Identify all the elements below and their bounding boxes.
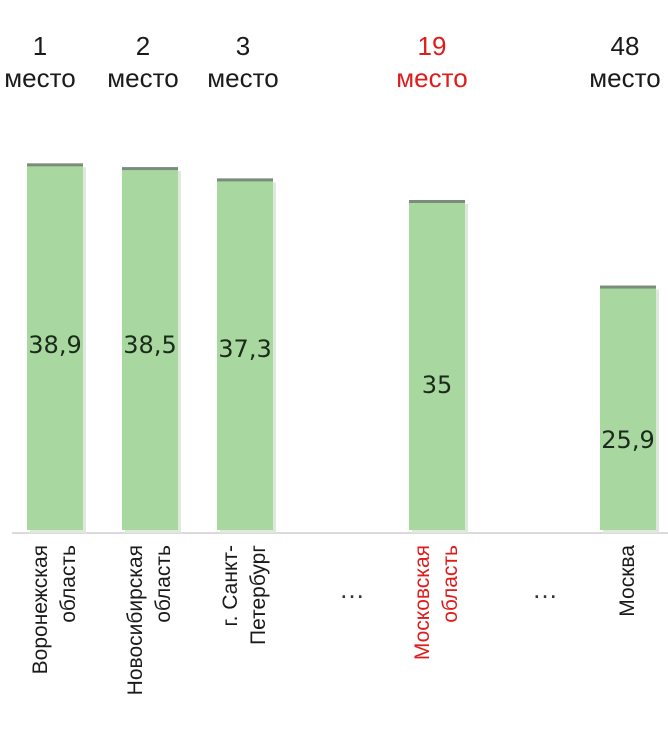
category-label: Петербург [247, 545, 270, 645]
category-label: Московская [411, 545, 434, 660]
rank-number: 1 [33, 31, 47, 61]
bar-top-edge [27, 163, 83, 167]
bar-top-edge [217, 178, 273, 182]
rank-word: место [396, 63, 467, 93]
rank-word: место [207, 63, 278, 93]
data-label: 37,3 [218, 335, 271, 363]
data-label: 35 [422, 371, 453, 399]
category-label: область [57, 545, 80, 623]
rank-number: 3 [236, 31, 250, 61]
rank-word: место [4, 63, 75, 93]
category-label: Москва [616, 545, 639, 617]
rank-number: 48 [611, 31, 640, 61]
bar [409, 201, 465, 530]
rank-number: 19 [418, 31, 447, 61]
bar [27, 164, 83, 530]
category-label: область [439, 545, 462, 623]
bar [217, 179, 273, 530]
data-label: 38,9 [28, 331, 81, 359]
rank-word: место [107, 63, 178, 93]
gap-marker: … [532, 574, 558, 604]
data-label: 38,5 [123, 331, 176, 359]
category-label: область [152, 545, 175, 623]
gap-marker: … [339, 574, 365, 604]
rank-number: 2 [136, 31, 150, 61]
category-label: г. Санкт- [219, 545, 242, 626]
bar-top-edge [122, 167, 178, 171]
rank-word: место [589, 63, 660, 93]
bar [600, 286, 656, 530]
bar [122, 168, 178, 530]
data-label: 25,9 [601, 426, 654, 454]
category-label: Воронежская [29, 545, 52, 674]
bar-top-edge [600, 285, 656, 289]
bars-layer [27, 163, 659, 533]
bar-top-edge [409, 200, 465, 203]
category-label: Новосибирская [124, 545, 147, 695]
